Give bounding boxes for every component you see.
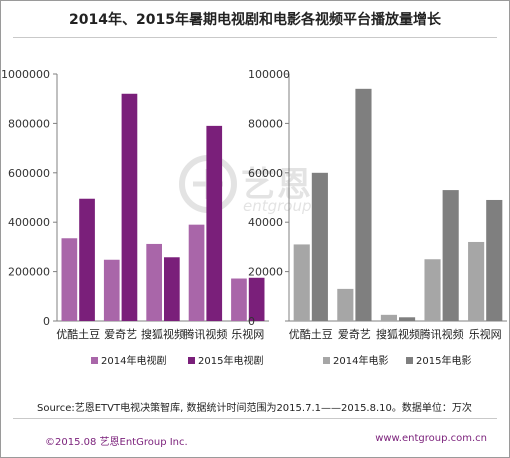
legend-swatch <box>406 357 413 364</box>
y-tick-label: 0 <box>248 315 255 328</box>
source-note: Source:艺恩ETVT电视决策智库, 数据统计时间范围为2015.7.1——… <box>37 403 472 414</box>
bar-2015 <box>79 198 95 321</box>
x-tick-label: 腾讯视频 <box>183 327 227 341</box>
bar-2014 <box>468 241 485 321</box>
bar-2015 <box>442 190 459 321</box>
bar-2014 <box>337 288 354 321</box>
bar-2015 <box>248 277 265 321</box>
y-tick-label: 400000 <box>8 216 50 229</box>
y-tick-label: 20000 <box>248 266 283 279</box>
y-tick-label: 200000 <box>8 266 50 279</box>
bar-2014 <box>103 259 120 321</box>
x-tick-label: 爱奇艺 <box>104 328 137 341</box>
bar-2015 <box>206 125 223 322</box>
y-tick-label: 100000 <box>248 68 290 81</box>
x-tick-label: 搜狐视频 <box>141 327 185 341</box>
bar-2015 <box>399 317 416 321</box>
bar-2014 <box>424 259 441 321</box>
bar-2014 <box>146 243 162 321</box>
bar-2015 <box>355 88 372 321</box>
y-tick-label: 60000 <box>248 167 283 180</box>
bar-2014 <box>231 278 247 321</box>
website-link[interactable]: www.entgroup.com.cn <box>375 433 487 444</box>
y-tick-label: 600000 <box>8 167 50 180</box>
x-tick-label: 爱奇艺 <box>338 328 371 341</box>
bar-2014 <box>293 244 310 321</box>
y-tick-label: 1000000 <box>1 68 50 81</box>
bar-2014 <box>61 238 78 321</box>
legend-swatch <box>188 357 195 364</box>
bar-2015 <box>164 257 180 321</box>
y-tick-label: 800000 <box>8 117 50 130</box>
y-tick-label: 0 <box>43 315 50 328</box>
watermark-sub: entgroup <box>243 197 312 215</box>
x-tick-label: 腾讯视频 <box>420 327 464 341</box>
chart-title: 2014年、2015年暑期电视剧和电影各视频平台播放量增长 <box>69 12 441 28</box>
bar-2015 <box>121 93 138 321</box>
bar-2014 <box>188 224 205 321</box>
x-tick-label: 乐视网 <box>469 327 502 341</box>
bar-charts: 02000004000006000008000001000000优酷土豆 爱奇艺搜… <box>1 68 507 367</box>
legend-label: 2015年电影 <box>416 354 471 367</box>
x-tick-label: 搜狐视频 <box>376 327 420 341</box>
y-tick-label: 40000 <box>248 216 283 229</box>
x-tick-label: 优酷土豆 <box>289 328 333 341</box>
legend-label: 2015年电视剧 <box>198 354 263 367</box>
legend-swatch <box>91 357 98 364</box>
bar-2015 <box>486 199 503 321</box>
source-divider <box>13 418 497 419</box>
watermark-brand: 艺恩 <box>241 165 313 205</box>
bar-2014 <box>380 314 397 321</box>
x-tick-label: 乐视网 <box>231 327 264 341</box>
title-divider <box>13 37 497 38</box>
legend-swatch <box>323 357 330 364</box>
legend-label: 2014年电影 <box>333 354 388 367</box>
x-tick-label: 优酷土豆 <box>56 328 100 341</box>
y-tick-label: 80000 <box>248 117 283 130</box>
legend-label: 2014年电视剧 <box>101 354 166 367</box>
bar-2015 <box>311 172 328 321</box>
copyright-text: ©2015.08 艺恩EntGroup Inc. <box>45 437 188 448</box>
